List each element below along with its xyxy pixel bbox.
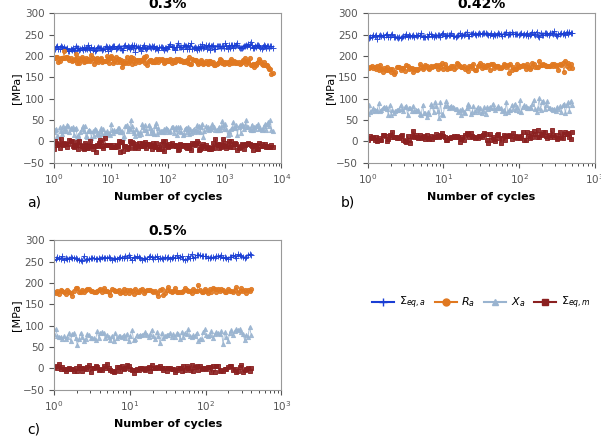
Y-axis label: [MPa]: [MPa] [325, 72, 335, 104]
Y-axis label: [MPa]: [MPa] [11, 299, 21, 331]
X-axis label: Number of cycles: Number of cycles [427, 192, 535, 202]
Text: a): a) [27, 196, 41, 210]
Legend: $\Sigma_{eq,a}$, $R_a$, $X_a$, $\Sigma_{eq,m}$: $\Sigma_{eq,a}$, $R_a$, $X_a$, $\Sigma_{… [368, 291, 595, 316]
X-axis label: Number of cycles: Number of cycles [114, 419, 222, 429]
Y-axis label: [MPa]: [MPa] [11, 72, 21, 104]
X-axis label: Number of cycles: Number of cycles [114, 192, 222, 202]
Title: 0.5%: 0.5% [148, 224, 187, 238]
Title: 0.3%: 0.3% [148, 0, 187, 11]
Text: b): b) [340, 196, 355, 210]
Text: c): c) [27, 423, 40, 437]
Title: 0.42%: 0.42% [457, 0, 505, 11]
